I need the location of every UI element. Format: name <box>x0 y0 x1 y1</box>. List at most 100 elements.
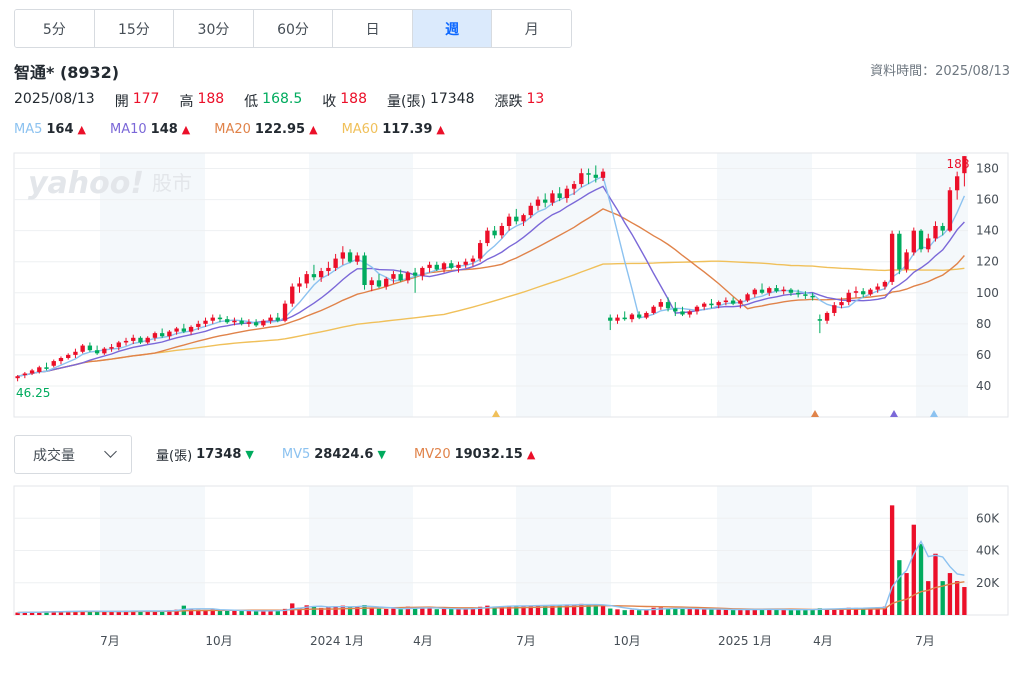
tab-30min[interactable]: 30分 <box>174 10 254 47</box>
volume-bar <box>651 607 656 615</box>
volume-bar <box>521 605 526 615</box>
volume-bar <box>225 610 230 615</box>
candle-body <box>861 291 866 295</box>
yahoo-watermark-suffix: 股市 <box>152 171 192 195</box>
volume-bar <box>37 611 42 615</box>
volume-bar <box>926 581 931 615</box>
candle-body <box>485 230 490 244</box>
ma5-label: MA5 <box>14 122 43 137</box>
candle-body <box>355 255 360 262</box>
volume-bar <box>911 524 916 615</box>
volume-bar <box>355 606 360 615</box>
candle-body <box>449 263 454 268</box>
candle-body <box>174 328 179 332</box>
candle-body <box>795 292 801 295</box>
candle-body <box>73 351 78 355</box>
candle-body <box>391 274 396 279</box>
mv5-legend: MV5 28424.6 ▼ <box>282 445 386 464</box>
candle-body <box>398 274 403 281</box>
candle-body <box>947 190 953 231</box>
candle-body <box>608 317 613 321</box>
candle-body <box>673 308 678 312</box>
up-triangle-icon: ▲ <box>526 448 536 461</box>
volume-bar <box>716 609 721 615</box>
mv20-legend: MV20 19032.15 ▲ <box>414 445 535 464</box>
candle-body <box>290 286 295 304</box>
price-tick-label: 180 <box>976 162 999 176</box>
candle-body <box>528 205 533 216</box>
tab-weekly[interactable]: 週 <box>412 10 493 47</box>
volume-bar <box>781 609 786 615</box>
volume-bar <box>730 609 736 615</box>
volume-bar <box>846 607 851 615</box>
candle-body <box>658 302 664 307</box>
volume-bar <box>246 610 252 615</box>
ma20-legend: MA20 122.95 ▲ <box>214 122 317 137</box>
candle-body <box>131 337 136 341</box>
volume-bar <box>333 606 338 615</box>
candle-body <box>579 173 584 185</box>
ma20-line <box>17 208 965 377</box>
volume-bar <box>636 610 642 615</box>
volume-bar <box>904 573 909 615</box>
candle-body <box>781 289 786 292</box>
up-triangle-icon: ▲ <box>181 123 191 136</box>
candle-body <box>665 302 671 309</box>
volume-bar <box>282 608 288 615</box>
volume-bar <box>261 610 266 615</box>
candle-body <box>456 264 461 268</box>
ma10-label: MA10 <box>110 122 147 137</box>
timeframe-tabs: 5分 15分 30分 60分 日 週 月 <box>14 9 572 48</box>
indicator-select[interactable]: 成交量 <box>14 435 132 474</box>
candle-body <box>615 317 620 321</box>
change-label: 漲跌 <box>494 94 523 110</box>
volume-bar <box>499 606 505 615</box>
volume-bar <box>759 609 765 615</box>
volume-bar <box>571 604 577 615</box>
price-tick-label: 60 <box>976 348 991 362</box>
volume-bar <box>817 608 823 615</box>
tab-monthly[interactable]: 月 <box>492 10 571 47</box>
data-time: 資料時間：2025/08/13 <box>870 64 1010 79</box>
tab-15min[interactable]: 15分 <box>94 10 175 47</box>
up-triangle-icon: ▲ <box>436 123 445 136</box>
volume-bar <box>239 610 244 615</box>
candle-body <box>261 320 266 326</box>
volume-bar <box>434 609 439 615</box>
volume-bar <box>774 609 779 615</box>
volume-bar <box>889 505 895 615</box>
volume-bar <box>73 610 78 615</box>
price-tick-label: 120 <box>976 255 999 269</box>
candle-body <box>564 188 570 199</box>
tab-5min[interactable]: 5分 <box>15 10 95 47</box>
candle-body <box>738 300 743 304</box>
candle-body <box>362 255 367 285</box>
candle-body <box>463 261 468 265</box>
volume-bar <box>629 609 635 615</box>
volume-bar <box>954 581 960 615</box>
ma60-legend: MA60 117.39 ▲ <box>342 122 445 137</box>
candle-body <box>145 337 150 343</box>
candle-body <box>109 347 114 349</box>
tab-daily[interactable]: 日 <box>333 10 413 47</box>
candle-body <box>723 300 729 303</box>
candle-body <box>492 230 497 236</box>
volume-bar <box>362 605 367 615</box>
volume-bar <box>318 607 324 615</box>
price-tick-label: 80 <box>976 317 991 331</box>
price-band-1 <box>309 153 413 417</box>
volume-bar <box>152 610 158 615</box>
volume-bar <box>253 611 259 615</box>
price-tick-label: 140 <box>976 224 999 238</box>
volume-bar <box>29 612 35 615</box>
candle-body <box>22 373 28 376</box>
ma20-value: 122.95 <box>254 122 306 137</box>
candle-body <box>420 267 425 276</box>
volume-bar <box>586 604 591 615</box>
volume-bar <box>752 609 757 615</box>
candle-body <box>824 312 830 321</box>
volume-bar <box>485 605 490 615</box>
volume-bar <box>600 605 606 615</box>
tab-60min[interactable]: 60分 <box>253 10 334 47</box>
